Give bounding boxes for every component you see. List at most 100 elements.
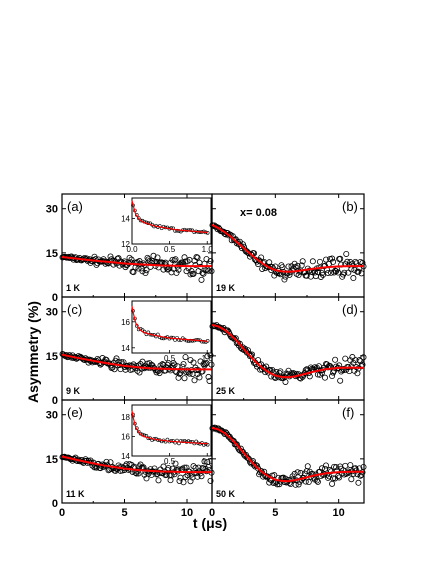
panel-f: 0 5 10 (f) 50 K [209,399,367,519]
data-point [126,254,133,261]
data-point [115,255,122,262]
data-point [200,270,207,277]
data-point [182,473,189,480]
inset-y-tick-label: 16 [121,432,130,441]
data-point [358,270,365,277]
inset-x-tick-label: 0.5 [164,354,176,363]
fit-curve [61,455,212,474]
x-axis-label: t (μs) [193,515,227,531]
x-tick-label: 10 [333,507,345,519]
data-point [141,471,148,478]
data-point [302,478,309,485]
data-point [282,378,289,385]
data-point [345,269,352,276]
data-point [201,458,208,465]
data-point [243,248,250,255]
x-tick-label: 5 [121,507,127,519]
panel-frame [211,399,365,504]
inset-fit-curve [131,306,208,342]
y-tick-label: 0 [52,292,58,304]
inset-data-point [192,230,197,235]
y-tick-label: 30 [46,204,58,216]
data-point [202,361,209,368]
data-point [273,369,280,376]
data-point [276,481,283,488]
data-point [336,474,343,481]
data-point [197,470,204,477]
inset-y-tick-label: 18 [121,413,130,422]
y-tick-label: 0 [52,498,58,510]
data-point [259,265,266,272]
data-point [176,370,183,377]
data-point [93,261,100,268]
data-point [108,365,115,372]
data-point [337,255,344,262]
data-point [155,477,162,484]
data-point [181,375,188,382]
panel-a: 0 15 30 (a) 1 K 0.0 0.5 1.0 12 14 [46,193,215,304]
data-point [227,435,234,442]
data-point [318,270,325,277]
inset-data-point [200,339,204,344]
data-point [344,470,351,477]
data-point [113,355,120,362]
data-point [322,462,329,469]
inset-data-point [202,229,206,234]
data-point [350,275,357,282]
data-point [355,479,362,486]
inset-data-point [188,338,193,343]
y-tick-label: 15 [46,454,58,466]
data-point [316,258,323,265]
data-point [330,258,337,265]
data-point [218,325,225,332]
temperature-label: 25 K [216,386,236,396]
data-point [318,465,325,472]
data-point [329,255,336,262]
data-point [324,471,331,478]
data-point [183,464,190,471]
data-point [139,358,146,365]
data-point [69,352,76,359]
data-point [180,361,187,368]
data-point [205,373,212,380]
data-point [194,254,201,261]
inset-fit-curve [131,200,208,234]
data-point [144,254,151,261]
inset-frame [131,300,212,354]
data-point [314,371,321,378]
data-point [154,254,161,261]
data-point [191,377,198,384]
data-point [258,468,265,475]
temperature-label: 50 K [216,489,236,499]
y-tick-label: 30 [46,307,58,319]
fit-curve [61,353,212,371]
data-point [128,256,135,263]
data-point [175,266,182,273]
data-point [68,253,75,260]
x-tick-label: 5 [272,507,278,519]
data-point [178,367,185,374]
data-point [171,361,178,368]
data-point [332,356,339,363]
inset-data-point [175,228,179,233]
data-point [143,267,150,274]
data-point [181,464,188,471]
inset-data-point [190,339,195,343]
data-point [325,270,332,277]
data-point [207,258,214,265]
panel-label: (f) [342,405,354,420]
fit-curve [211,224,364,273]
inset-data-point [202,339,206,344]
data-point [200,360,207,367]
data-point [271,472,278,479]
data-point [314,269,321,276]
inset-x-tick-label: 1.0 [202,457,214,466]
data-point [313,477,320,484]
data-point [357,472,364,479]
data-point [103,458,110,465]
panel-label: (b) [342,199,358,214]
data-point [295,481,302,488]
inset: 0.5 1.0 14 16 [121,300,213,363]
data-point [317,273,324,280]
